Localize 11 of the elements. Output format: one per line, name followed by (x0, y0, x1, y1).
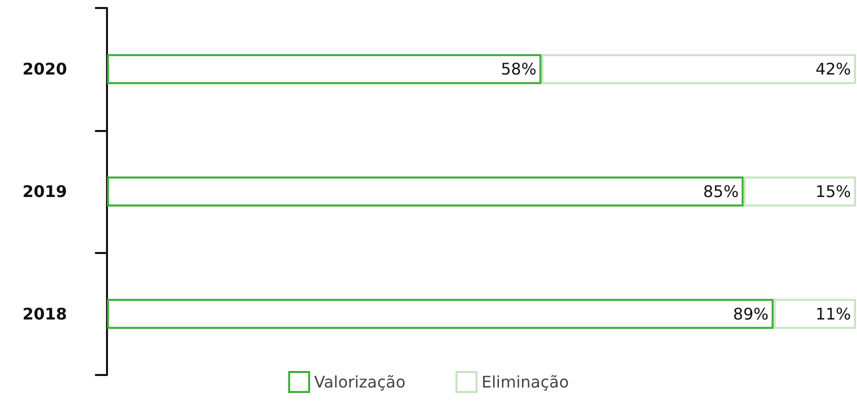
data-label: 85% (703, 182, 739, 201)
data-label: 58% (500, 60, 536, 79)
y-tick-label: 2019 (22, 182, 67, 201)
data-label: 89% (733, 304, 769, 324)
data-label: 42% (815, 60, 851, 79)
y-tick-label: 2020 (22, 60, 67, 79)
legend-label: Valorização (314, 372, 406, 392)
data-label: 11% (815, 304, 851, 324)
y-tick-label: 2018 (22, 304, 67, 324)
data-label: 15% (815, 182, 851, 201)
legend-label: Eliminação (481, 372, 569, 392)
